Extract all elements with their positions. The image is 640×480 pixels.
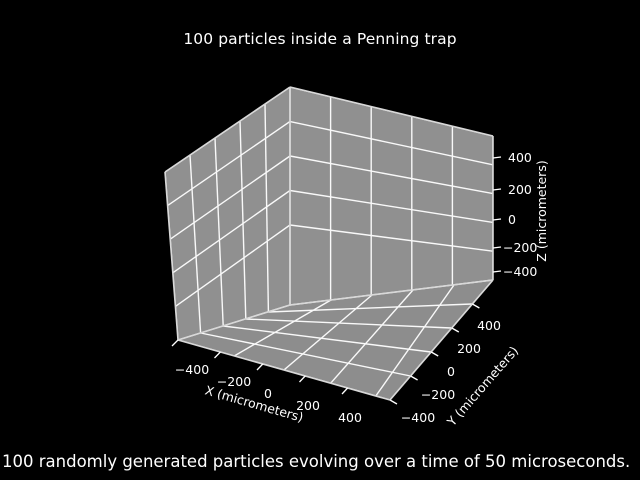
z-axis-tick-labels: 400 200 0 −200 −400 (503, 150, 537, 279)
z-tick-label: 200 (508, 182, 532, 197)
y-tick-label: −200 (421, 387, 455, 402)
x-tick-label: 200 (296, 398, 320, 413)
z-axis-label: Z (micrometers) (534, 160, 549, 261)
y-tick-label: 200 (457, 341, 481, 356)
x-axis-tick-marks (171, 339, 349, 395)
figure-caption: 100 randomly generated particles evolvin… (2, 452, 631, 471)
y-tick-label: 0 (447, 364, 455, 379)
x-tick-label: −400 (175, 362, 209, 377)
y-tick-label: −400 (401, 410, 435, 425)
pane-left-yz (165, 87, 290, 340)
z-tick-label: 400 (508, 150, 532, 165)
x-tick-label: 0 (264, 386, 272, 401)
x-tick-label: −200 (217, 374, 251, 389)
axes-box-edges (164, 86, 494, 401)
pane-back-xz (290, 87, 493, 305)
y-axis-tick-labels: 400 200 0 −200 −400 (401, 318, 501, 425)
y-axis-tick-marks (389, 303, 480, 405)
x-axis-tick-labels: −400 −200 0 200 400 (175, 362, 362, 425)
z-tick-label: 0 (508, 212, 516, 227)
figure-title: 100 particles inside a Penning trap (183, 30, 457, 48)
z-tick-label: −200 (503, 240, 537, 255)
z-tick-label: −400 (503, 264, 537, 279)
y-tick-label: 400 (477, 318, 501, 333)
z-axis-tick-marks (492, 156, 502, 273)
x-tick-label: 400 (338, 410, 362, 425)
